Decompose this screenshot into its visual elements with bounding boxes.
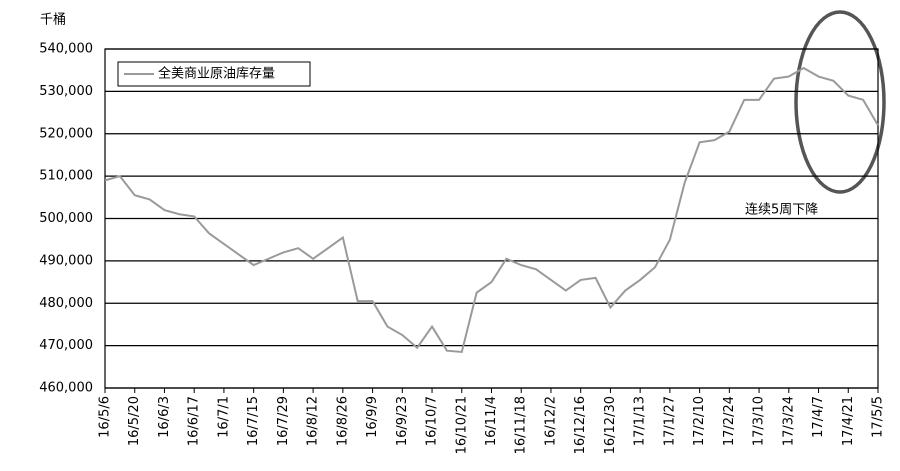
x-tick-label: 16/9/9 (365, 396, 380, 438)
x-tick-label: 16/6/17 (187, 396, 202, 446)
x-tick-label: 17/3/24 (781, 396, 796, 446)
x-tick-label: 16/6/3 (157, 396, 172, 438)
x-tick-label: 16/12/2 (543, 396, 558, 446)
y-tick-label: 500,000 (39, 211, 93, 226)
x-tick-label: 16/7/15 (246, 396, 261, 446)
y-tick-label: 480,000 (39, 296, 93, 311)
x-tick-label: 17/1/13 (633, 396, 648, 446)
x-tick-label: 17/4/7 (811, 396, 826, 438)
x-tick-label: 16/11/18 (514, 396, 529, 454)
x-tick-label: 16/8/12 (306, 396, 321, 446)
x-tick-label: 16/7/29 (276, 396, 291, 446)
y-axis-label: 千桶 (40, 13, 66, 28)
x-tick-label: 16/7/1 (216, 396, 231, 438)
x-tick-label: 16/11/4 (484, 396, 499, 446)
data-line (104, 66, 879, 354)
x-tick-label: 16/8/26 (335, 396, 350, 446)
x-tick-label: 16/12/30 (603, 396, 618, 454)
highlight-ellipse (794, 10, 886, 194)
x-tick-label: 16/5/6 (98, 396, 113, 438)
y-tick-label: 470,000 (39, 338, 93, 353)
x-tick-label: 17/5/5 (871, 396, 886, 438)
x-tick-label: 16/10/7 (425, 396, 440, 446)
x-tick-label: 16/5/20 (127, 396, 142, 446)
y-tick-label: 530,000 (39, 84, 93, 99)
legend-label: 全美商业原油库存量 (158, 66, 275, 82)
y-tick-label: 540,000 (39, 42, 93, 57)
x-tick-label: 16/9/23 (395, 396, 410, 446)
annotation: 连续5周下降 (745, 202, 818, 218)
x-tick-label: 16/12/16 (573, 396, 588, 454)
y-tick-label: 520,000 (39, 126, 93, 141)
x-tick-label: 17/2/10 (692, 396, 707, 446)
x-tick-label: 17/2/24 (722, 396, 737, 446)
x-tick-label: 16/10/21 (454, 396, 469, 454)
y-tick-label: 510,000 (39, 169, 93, 184)
y-tick-label: 460,000 (39, 381, 93, 396)
y-tick-label: 490,000 (39, 253, 93, 268)
x-tick-label: 17/4/21 (841, 396, 856, 446)
x-tick-label: 17/3/10 (752, 396, 767, 446)
x-tick-label: 17/1/27 (662, 396, 677, 446)
